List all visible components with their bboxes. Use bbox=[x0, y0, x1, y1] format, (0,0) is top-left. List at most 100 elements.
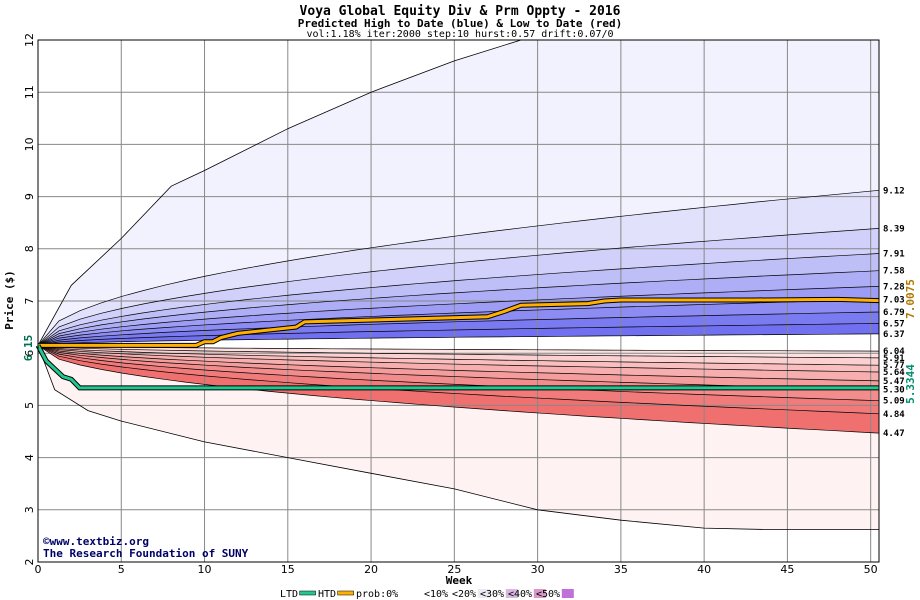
chart-params: vol:1.18% iter:2000 step:10 hurst:0.57 d… bbox=[306, 29, 613, 40]
percentile-line bbox=[37, 345, 880, 359]
x-tick-label: 10 bbox=[198, 563, 212, 576]
legend-swatch bbox=[449, 589, 462, 598]
low-probability-band bbox=[38, 345, 879, 372]
legend-label: <10% bbox=[424, 589, 448, 600]
y-tick-label: 4 bbox=[23, 454, 36, 461]
percentile-end-label: 5.30 bbox=[883, 386, 905, 396]
percentile-end-label: 5.91 bbox=[883, 354, 905, 364]
legend-label: <50% bbox=[536, 589, 560, 600]
high-probability-band bbox=[38, 40, 879, 346]
percentile-line bbox=[37, 253, 880, 346]
percentile-end-label: 6.04 bbox=[883, 347, 905, 357]
percentile-line bbox=[37, 345, 880, 402]
credit-foundation: The Research Foundation of SUNY bbox=[43, 547, 249, 560]
percentile-line bbox=[37, 345, 880, 415]
plot-area: 0 5 10 15 20 25 30 35 40 45 50234567891011129.128.… bbox=[23, 33, 905, 576]
credit-website: ©www.textbiz.org bbox=[43, 535, 149, 548]
percentile-end-label: 7.28 bbox=[883, 282, 905, 292]
percentile-end-label: 6.57 bbox=[883, 319, 905, 329]
y-tick-label: 10 bbox=[23, 137, 36, 151]
x-tick-label: 20 bbox=[364, 563, 378, 576]
percentile-end-label: 8.39 bbox=[883, 224, 905, 234]
y-tick-label: 5 bbox=[23, 402, 36, 409]
legend-swatch bbox=[561, 589, 574, 598]
chart-legend: LTD HTD prob:0% <10% <20% <30% <40% <50% bbox=[280, 589, 574, 600]
ltd-final-label: 5.3344 bbox=[904, 364, 917, 404]
y-tick-label: 7 bbox=[23, 298, 36, 305]
percentile-end-label: 4.47 bbox=[883, 429, 905, 439]
high-probability-band bbox=[38, 312, 879, 346]
legend-label: <30% bbox=[480, 589, 504, 600]
legend-swatch bbox=[477, 589, 490, 598]
plot-border bbox=[37, 39, 880, 563]
percentile-end-label: 5.09 bbox=[883, 397, 905, 407]
percentile-line bbox=[37, 323, 880, 346]
x-tick-label: 45 bbox=[780, 563, 794, 576]
percentile-end-label: 6.79 bbox=[883, 308, 905, 318]
percentile-line bbox=[37, 311, 880, 346]
y-tick-label: 12 bbox=[23, 33, 36, 47]
x-tick-label: 30 bbox=[531, 563, 545, 576]
percentile-end-label: 9.12 bbox=[883, 186, 905, 196]
percentile-line bbox=[37, 345, 880, 373]
x-tick-label: 0 bbox=[35, 563, 42, 576]
legend-swatch bbox=[505, 589, 518, 598]
percentile-end-label: 7.58 bbox=[883, 267, 905, 277]
legend-swatch bbox=[533, 589, 546, 598]
high-probability-band bbox=[38, 270, 879, 346]
percentile-line bbox=[37, 345, 880, 382]
series-line-htd bbox=[38, 297, 880, 347]
chart-subtitle: Predicted High to Date (blue) & Low to D… bbox=[298, 17, 623, 30]
percentile-line bbox=[37, 286, 880, 346]
high-probability-band bbox=[38, 228, 879, 346]
series-line-ltd bbox=[36, 344, 879, 390]
percentile-end-label: 5.77 bbox=[883, 361, 905, 371]
percentile-end-label: 7.03 bbox=[883, 295, 905, 305]
y-tick-label: 3 bbox=[23, 506, 36, 513]
low-probability-band bbox=[38, 345, 879, 434]
percentile-line bbox=[37, 228, 880, 346]
low-probability-band bbox=[38, 345, 879, 390]
legend-label: HTD bbox=[318, 589, 336, 600]
legend-swatch bbox=[337, 590, 354, 596]
y-tick-label: 11 bbox=[23, 85, 36, 99]
x-tick-label: 15 bbox=[281, 563, 295, 576]
x-tick-label: 50 bbox=[864, 563, 878, 576]
low-probability-band bbox=[38, 345, 879, 381]
percentile-line bbox=[37, 345, 880, 366]
percentile-line bbox=[37, 299, 880, 346]
y-tick-label: 8 bbox=[23, 245, 36, 252]
legend-label: prob:0% bbox=[356, 589, 398, 600]
high-probability-band bbox=[38, 253, 879, 346]
percentile-end-label: 7.91 bbox=[883, 249, 905, 259]
x-tick-label: 40 bbox=[697, 563, 711, 576]
low-extreme-line bbox=[37, 345, 879, 530]
x-tick-label: 5 bbox=[118, 563, 125, 576]
y-tick-label: 2 bbox=[23, 559, 36, 566]
percentile-end-label: 4.84 bbox=[883, 410, 905, 420]
low-probability-band bbox=[38, 345, 879, 366]
start-price-label: 6.15 bbox=[22, 335, 35, 362]
percentile-line bbox=[37, 189, 880, 346]
high-probability-band bbox=[38, 190, 879, 346]
y-axis-label: Price ($) bbox=[3, 270, 16, 330]
percentile-line bbox=[37, 345, 880, 434]
percentile-end-label: 5.64 bbox=[883, 368, 905, 378]
high-probability-band bbox=[38, 299, 879, 346]
percentile-end-label: 5.47 bbox=[883, 377, 905, 387]
y-tick-label: 6 bbox=[23, 350, 36, 357]
percentile-end-label: 6.37 bbox=[883, 330, 905, 340]
low-probability-band bbox=[38, 345, 879, 414]
legend-label: LTD bbox=[280, 589, 298, 600]
x-tick-label: 25 bbox=[447, 563, 461, 576]
percentile-line bbox=[37, 333, 880, 346]
high-probability-band bbox=[38, 323, 879, 346]
legend-swatch bbox=[299, 590, 316, 596]
x-axis-label: Week bbox=[446, 574, 473, 587]
percentile-line bbox=[37, 270, 880, 346]
legend-label: <20% bbox=[452, 589, 476, 600]
y-tick-label: 9 bbox=[23, 193, 36, 200]
chart-title: Voya Global Equity Div & Prm Oppty - 201… bbox=[300, 4, 621, 19]
x-tick-label: 35 bbox=[614, 563, 628, 576]
